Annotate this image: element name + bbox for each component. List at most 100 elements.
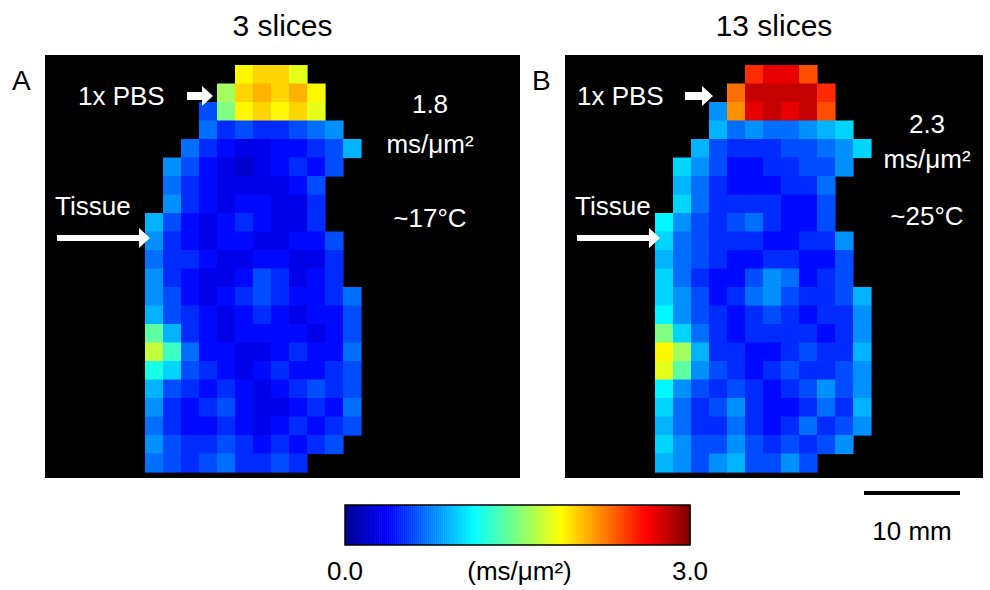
heatmap-cell (709, 102, 728, 121)
heatmap-cell (235, 343, 254, 362)
heatmap-cell (745, 121, 764, 140)
panel-background (45, 55, 520, 478)
heatmap-cell (217, 361, 236, 380)
heatmap-cell (691, 213, 710, 232)
heatmap-cells (655, 65, 872, 473)
heatmap-cell (145, 343, 164, 362)
heatmap-cell (781, 250, 800, 269)
heatmap-cell (727, 417, 746, 436)
heatmap-cell (655, 380, 674, 399)
heatmap-cell (253, 398, 272, 417)
heatmap-cell (655, 306, 674, 325)
heatmap-cell (727, 139, 746, 158)
heatmap-cell (655, 454, 674, 473)
heatmap-cell (745, 213, 764, 232)
heatmap-cell (835, 380, 854, 399)
heatmap-cell (799, 361, 818, 380)
heatmap-cell (253, 361, 272, 380)
colorbar-frame (345, 505, 690, 545)
heatmap-cell (691, 454, 710, 473)
heatmap-cell (673, 232, 692, 251)
heatmap-cell (181, 361, 200, 380)
heatmap-cell (253, 343, 272, 362)
heatmap-cell (307, 158, 326, 177)
heatmap-cell (199, 454, 218, 473)
heatmap-cell (691, 361, 710, 380)
heatmap-cell (655, 287, 674, 306)
heatmap-cell (235, 250, 254, 269)
heatmap-cell (271, 306, 290, 325)
heatmap-cell (835, 139, 854, 158)
heatmap-cell (325, 121, 344, 140)
heatmap-cell (799, 139, 818, 158)
heatmap-cell (817, 84, 836, 103)
heatmap-cell (289, 343, 308, 362)
heatmap-cell (343, 343, 362, 362)
heatmap-cell (745, 176, 764, 195)
panel-background (565, 55, 983, 478)
heatmap-cell (253, 435, 272, 454)
heatmap-cell (163, 306, 182, 325)
heatmap-cell (307, 121, 326, 140)
panel-letter: A (12, 65, 31, 96)
heatmap-cell (853, 417, 872, 436)
heatmap-cell (745, 306, 764, 325)
annotation: ~25°C (890, 201, 963, 231)
heatmap-cell (343, 398, 362, 417)
heatmap-cell (781, 232, 800, 251)
heatmap-cell (781, 158, 800, 177)
heatmap-cell (745, 84, 764, 103)
heatmap-cell (799, 84, 818, 103)
colorbar: 0.03.0(ms/μm²) (327, 505, 708, 586)
heatmap-cell (763, 435, 782, 454)
heatmap-cell (271, 158, 290, 177)
heatmap-cell (271, 232, 290, 251)
heatmap-cell (199, 343, 218, 362)
heatmap-cell (799, 398, 818, 417)
heatmap-cell (799, 232, 818, 251)
heatmap-cell (817, 158, 836, 177)
arrow (187, 86, 213, 106)
heatmap-cell (763, 250, 782, 269)
heatmap-cell (145, 398, 164, 417)
heatmap-cell (763, 84, 782, 103)
annotation: 1x PBS (78, 81, 165, 111)
colorbar-tick-label: 0.0 (327, 556, 363, 586)
heatmap-cell (763, 232, 782, 251)
heatmap-cell (817, 232, 836, 251)
heatmap-cell (217, 213, 236, 232)
heatmap-cell (307, 269, 326, 288)
heatmap-cell (289, 84, 308, 103)
heatmap-cell (145, 250, 164, 269)
heatmap-cell (799, 250, 818, 269)
heatmap-cell (307, 139, 326, 158)
heatmap-cell (763, 213, 782, 232)
heatmap-cell (145, 380, 164, 399)
heatmap-cell (673, 417, 692, 436)
heatmap-cell (817, 213, 836, 232)
heatmap-cell (673, 398, 692, 417)
annotation: ~17°C (393, 203, 466, 233)
heatmap-cell (781, 380, 800, 399)
heatmap-cell (235, 435, 254, 454)
heatmap-cell (691, 232, 710, 251)
heatmap-cell (253, 84, 272, 103)
colorbar-tick-label: 3.0 (672, 556, 708, 586)
heatmap-cell (217, 121, 236, 140)
heatmap-cell (325, 287, 344, 306)
heatmap-cell (289, 195, 308, 214)
heatmap-cell (727, 343, 746, 362)
heatmap-cell (709, 306, 728, 325)
heatmap-cell (217, 287, 236, 306)
heatmap-cell (763, 121, 782, 140)
heatmap-cell (217, 398, 236, 417)
heatmap-cell (253, 380, 272, 399)
heatmap-cell (781, 213, 800, 232)
heatmap-cell (781, 102, 800, 121)
heatmap-cell (181, 195, 200, 214)
heatmap-cell (145, 287, 164, 306)
heatmap-cell (799, 176, 818, 195)
heatmap-cell (163, 454, 182, 473)
heatmap-cell (709, 361, 728, 380)
heatmap-cell (817, 306, 836, 325)
